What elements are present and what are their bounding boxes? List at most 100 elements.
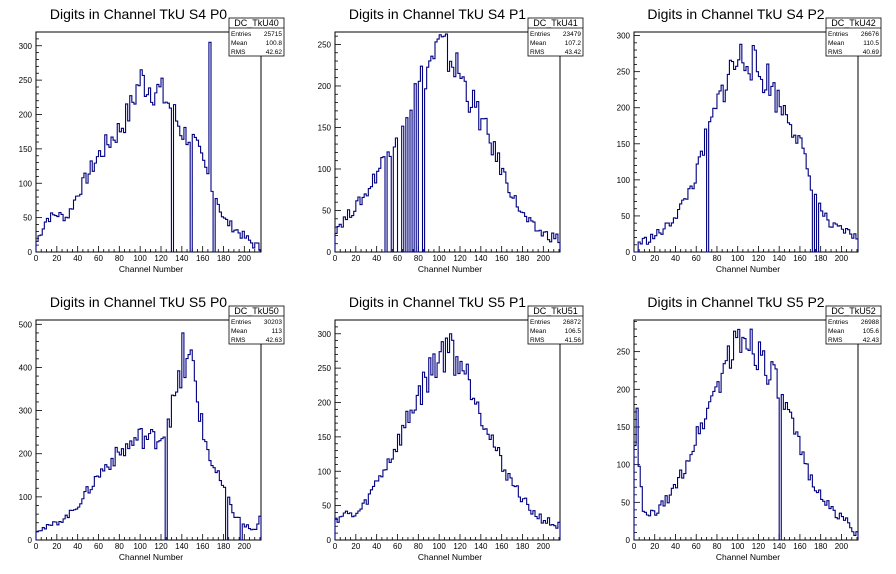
y-tick-label: 50 [23, 214, 32, 223]
histogram-panel-2: Digits in Channel TkU S4 P1 0 20 40 60 80 100 1… [318, 6, 584, 274]
y-tick-label: 100 [318, 165, 332, 174]
stats-key: Mean [828, 40, 845, 47]
stats-value: 105.6 [863, 328, 880, 335]
y-tick-label: 150 [617, 140, 631, 149]
x-tick-label: 20 [52, 542, 61, 551]
y-tick-label: 200 [318, 82, 332, 91]
x-tick-label: 120 [154, 254, 168, 263]
stats-name: DC_TkU40 [234, 18, 279, 28]
x-tick-label: 100 [731, 254, 745, 263]
stats-box: DC_TkU40 Entries 25715 Mean 100.8 RMS 42.62 [228, 17, 285, 57]
stats-name: DC_TkU41 [533, 18, 578, 28]
histogram-line [334, 33, 561, 253]
stats-value: 113 [272, 328, 283, 335]
stats-box: DC_TkU51 Entries 26872 Mean 106.5 RMS 41.56 [527, 305, 584, 345]
x-tick-label: 160 [495, 542, 509, 551]
y-tick-label: 250 [19, 76, 33, 85]
x-tick-label: 60 [692, 542, 701, 551]
y-tick-label: 300 [19, 42, 33, 51]
y-tick-label: 0 [327, 248, 332, 257]
y-tick-label: 50 [322, 502, 331, 511]
x-tick-label: 0 [34, 254, 39, 263]
y-tick-label: 100 [617, 461, 631, 470]
y-tick-label: 150 [617, 423, 631, 432]
histogram-line [35, 41, 262, 253]
stats-key: Entries [828, 31, 849, 38]
histogram-panel-6: Digits in Channel TkU S5 P2 0 20 40 60 80 100 1… [617, 294, 882, 562]
x-tick-label: 20 [351, 254, 360, 263]
x-tick-label: 20 [650, 542, 659, 551]
y-tick-label: 50 [621, 498, 630, 507]
y-tick-label: 100 [318, 467, 332, 476]
y-tick-label: 250 [318, 364, 332, 373]
stats-box-frame [228, 17, 285, 57]
x-axis-label: Channel Number [119, 552, 183, 562]
x-tick-label: 80 [115, 542, 124, 551]
y-tick-label: 0 [28, 248, 33, 257]
y-tick-label: 300 [318, 330, 332, 339]
x-tick-label: 80 [713, 254, 722, 263]
x-tick-label: 80 [115, 254, 124, 263]
stats-key: RMS [530, 337, 545, 344]
stats-value: 107.2 [565, 40, 582, 47]
plot-title: Digits in Channel TkU S4 P0 [50, 6, 227, 22]
x-tick-label: 160 [495, 254, 509, 263]
stats-box-frame [527, 305, 584, 345]
x-axis-label: Channel Number [716, 264, 780, 274]
x-tick-label: 100 [133, 254, 147, 263]
plot-frame [334, 31, 561, 253]
stats-key: RMS [231, 49, 246, 56]
x-tick-label: 140 [773, 542, 787, 551]
x-tick-label: 140 [175, 254, 189, 263]
stats-key: Mean [231, 328, 248, 335]
stats-box-frame [825, 17, 882, 57]
stats-value: 100.8 [266, 40, 283, 47]
y-tick-label: 150 [318, 433, 332, 442]
x-tick-label: 200 [835, 542, 849, 551]
stats-name: DC_TkU50 [234, 306, 279, 316]
x-tick-label: 200 [537, 254, 551, 263]
x-tick-label: 40 [671, 254, 680, 263]
x-tick-label: 0 [632, 254, 637, 263]
y-tick-label: 250 [617, 68, 631, 77]
stats-name: DC_TkU52 [831, 306, 876, 316]
x-tick-label: 180 [217, 254, 231, 263]
x-axis-label: Channel Number [418, 552, 482, 562]
stats-box: DC_TkU52 Entries 26988 Mean 105.6 RMS 42.43 [825, 305, 882, 345]
plot-title: Digits in Channel TkU S4 P1 [349, 6, 526, 22]
x-tick-label: 60 [692, 254, 701, 263]
x-tick-label: 40 [671, 542, 680, 551]
histogram-panel-4: Digits in Channel TkU S5 P0 0 20 40 60 80 100 1… [19, 294, 285, 562]
plot-frame [633, 31, 859, 253]
stats-value: 41.56 [565, 337, 582, 344]
y-tick-label: 200 [19, 111, 33, 120]
x-axis-label: Channel Number [418, 264, 482, 274]
y-tick-label: 300 [19, 407, 33, 416]
x-tick-label: 60 [393, 542, 402, 551]
stats-value: 43.42 [565, 49, 582, 56]
y-tick-label: 200 [318, 399, 332, 408]
x-tick-label: 140 [474, 542, 488, 551]
x-tick-label: 0 [34, 542, 39, 551]
stats-key: Entries [828, 319, 849, 326]
x-tick-label: 140 [474, 254, 488, 263]
stats-value: 40.69 [863, 49, 880, 56]
x-tick-label: 140 [175, 542, 189, 551]
y-tick-label: 250 [318, 40, 332, 49]
stats-key: RMS [828, 337, 843, 344]
y-tick-label: 500 [19, 320, 33, 329]
x-tick-label: 160 [793, 542, 807, 551]
x-tick-label: 160 [196, 254, 210, 263]
x-tick-label: 120 [453, 254, 467, 263]
stats-key: Mean [530, 328, 547, 335]
plot-title: Digits in Channel TkU S5 P2 [647, 294, 824, 310]
x-tick-label: 120 [752, 254, 766, 263]
x-tick-label: 120 [453, 542, 467, 551]
y-tick-label: 300 [617, 32, 631, 41]
stats-key: Entries [231, 31, 252, 38]
y-tick-label: 150 [318, 123, 332, 132]
x-tick-label: 100 [432, 254, 446, 263]
x-tick-label: 200 [835, 254, 849, 263]
x-tick-label: 120 [752, 542, 766, 551]
